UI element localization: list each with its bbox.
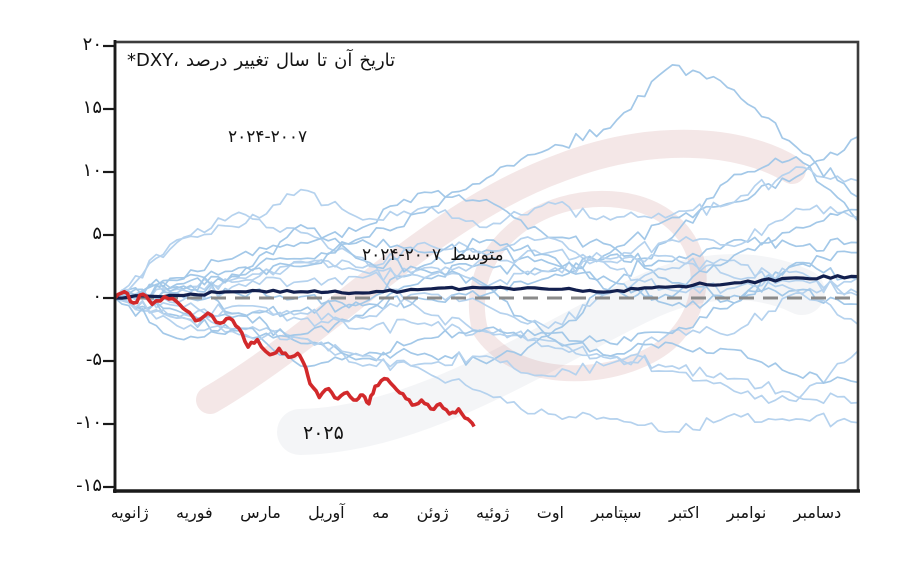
year-line-2024: [115, 208, 858, 301]
year-line-2020: [115, 224, 858, 384]
month-label: اوت: [536, 503, 564, 522]
month-label: ژوئیه: [476, 503, 510, 522]
annotation-average-label: ۲۰۲۴-۲۰۰۷ متوسط: [362, 245, 504, 265]
year-line-2022: [115, 64, 858, 299]
month-label: آوریل: [308, 503, 345, 522]
year-line-2023: [115, 258, 858, 330]
average-annotation-word: متوسط: [450, 245, 504, 265]
annotation-current-year: ۲۰۲۵: [303, 422, 344, 444]
year-line-2017: [115, 297, 858, 434]
month-label: نوامبر: [726, 503, 767, 522]
y-tick-label-20: ۲۰: [82, 34, 102, 55]
y-tick-label-5: ۵: [92, 223, 102, 244]
year-line-2009: [115, 211, 858, 404]
month-label: دسامبر: [793, 503, 842, 522]
history-lines-2007-2024: [115, 64, 858, 434]
chart-title-word: تغییر: [234, 50, 269, 71]
y-tick-label--5: -۵: [85, 349, 102, 370]
chart-title-word: تاریخ: [359, 50, 396, 71]
year-line-2013: [115, 236, 858, 301]
x-axis-month-labels: ژانویه فوریه مارس آوریل مه ژوئن ژوئیه اوت سپتامب…: [97, 503, 855, 522]
current-year-line-2025: [115, 289, 476, 428]
month-label: اکتبر: [668, 503, 700, 522]
year-line-2012: [115, 247, 858, 320]
y-axis-ticks: [103, 44, 115, 489]
month-label: ژانویه: [110, 503, 149, 522]
year-line-2021: [115, 204, 858, 300]
average-line-2007-2024: [115, 274, 858, 300]
chart-title: *DXY، درصد تغییر سال تا آن تاریخ: [127, 50, 395, 71]
year-line-2015: [115, 166, 858, 299]
y-tick-label--10: -۱۰: [76, 412, 102, 433]
y-tick-label-15: ۱۵: [82, 97, 102, 118]
chart-title-word: تا: [316, 50, 328, 71]
y-tick-label-10: ۱۰: [82, 160, 102, 181]
chart-title-word: آن: [334, 50, 353, 71]
month-label: سپتامبر: [591, 503, 642, 522]
month-label: مه: [372, 503, 390, 522]
chart-title-word: درصد: [186, 50, 228, 71]
y-tick-label--15: -۱۵: [76, 475, 102, 496]
annotation-years-range: ۲۰۲۴-۲۰۰۷: [228, 127, 308, 147]
year-line-2016: [115, 250, 858, 357]
chart-title-word: سال: [275, 50, 310, 71]
chart-title-word: *DXY،: [127, 50, 179, 71]
y-tick-label-0: ۰: [92, 286, 102, 307]
month-label: ژوئن: [416, 503, 449, 522]
month-label: فوریه: [176, 503, 213, 522]
month-label: مارس: [240, 503, 281, 522]
average-annotation-word: ۲۰۲۴-۲۰۰۷: [362, 245, 442, 265]
